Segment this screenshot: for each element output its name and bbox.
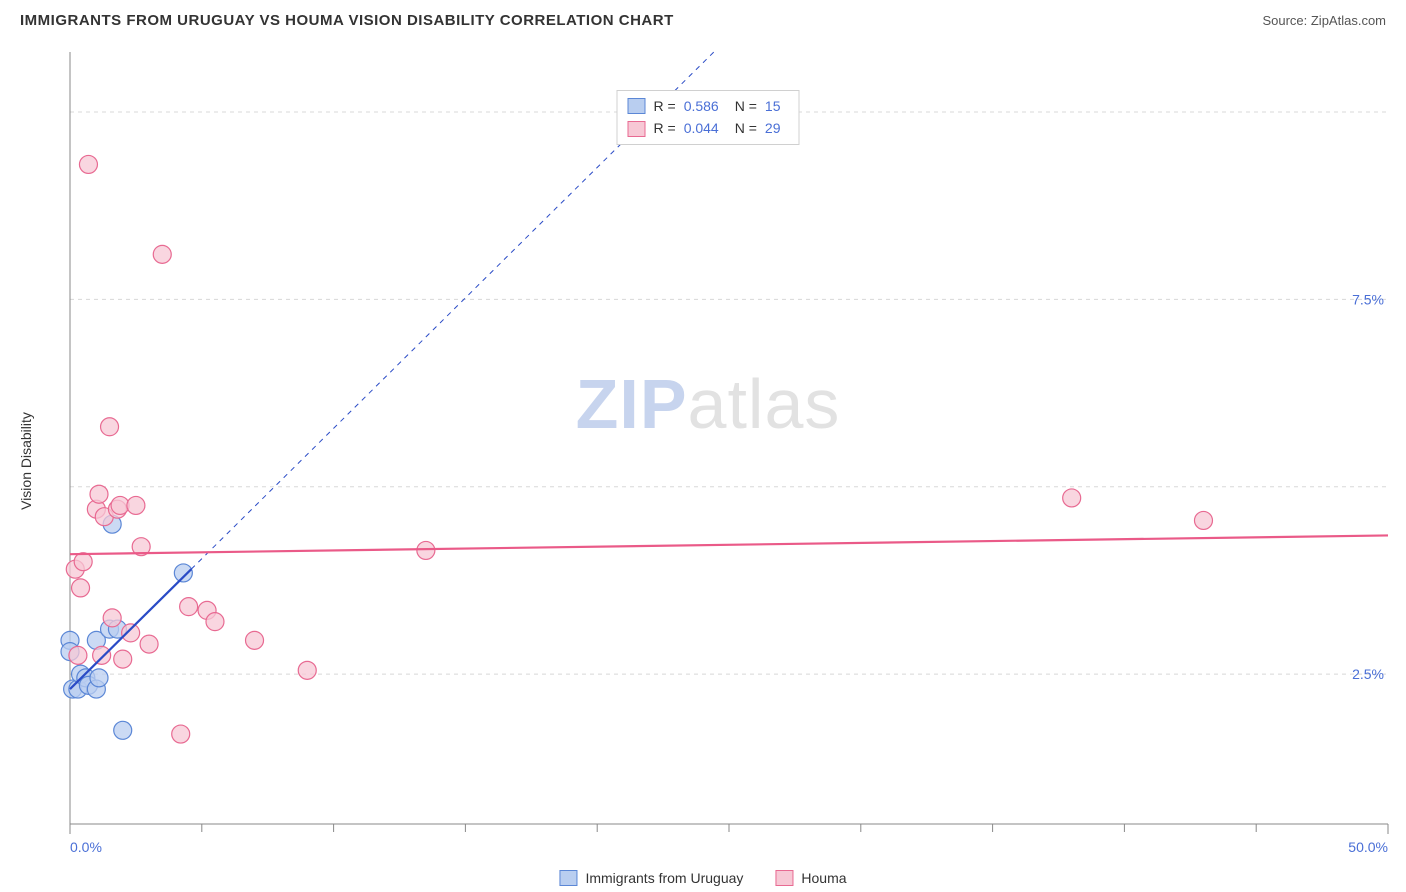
legend-swatch xyxy=(559,870,577,886)
legend-series: Immigrants from Uruguay Houma xyxy=(559,870,846,886)
legend-correlation-row: R = 0.586 N = 15 xyxy=(628,95,789,117)
legend-swatch xyxy=(628,121,646,137)
legend-correlation: R = 0.586 N = 15 R = 0.044 N = 29 xyxy=(617,90,800,145)
svg-text:2.5%: 2.5% xyxy=(1352,666,1384,682)
legend-n-label: N = xyxy=(735,117,757,139)
legend-series-label: Houma xyxy=(801,870,846,886)
svg-text:7.5%: 7.5% xyxy=(1352,291,1384,307)
legend-r-value: 0.586 xyxy=(684,95,719,117)
legend-n-value: 15 xyxy=(765,95,781,117)
svg-text:0.0%: 0.0% xyxy=(70,839,102,855)
legend-r-value: 0.044 xyxy=(684,117,719,139)
legend-n-label: N = xyxy=(735,95,757,117)
legend-swatch xyxy=(775,870,793,886)
legend-n-value: 29 xyxy=(765,117,781,139)
legend-series-item: Houma xyxy=(775,870,846,886)
legend-correlation-row: R = 0.044 N = 29 xyxy=(628,117,789,139)
chart-title: IMMIGRANTS FROM URUGUAY VS HOUMA VISION … xyxy=(20,12,674,29)
legend-swatch xyxy=(628,98,646,114)
svg-text:50.0%: 50.0% xyxy=(1348,839,1388,855)
y-axis-label: Vision Disability xyxy=(18,412,34,510)
scatter-chart: 2.5% 7.5% 0.0% 50.0% xyxy=(20,44,1396,864)
legend-series-item: Immigrants from Uruguay xyxy=(559,870,743,886)
legend-series-label: Immigrants from Uruguay xyxy=(585,870,743,886)
chart-container: Vision Disability ZIPatlas 2.5%7.5%0.0%5… xyxy=(20,44,1396,862)
chart-source: Source: ZipAtlas.com xyxy=(1262,13,1386,28)
legend-r-label: R = xyxy=(654,117,676,139)
legend-r-label: R = xyxy=(654,95,676,117)
